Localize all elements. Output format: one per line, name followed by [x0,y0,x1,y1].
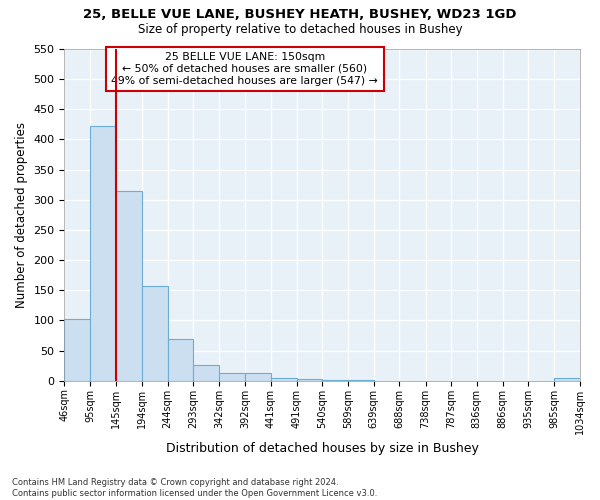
Bar [245,373,271,381]
Bar [271,378,296,381]
Text: Size of property relative to detached houses in Bushey: Size of property relative to detached ho… [137,22,463,36]
Bar [193,365,219,381]
Text: 25 BELLE VUE LANE: 150sqm
← 50% of detached houses are smaller (560)
49% of semi: 25 BELLE VUE LANE: 150sqm ← 50% of detac… [112,52,378,86]
Bar [296,379,322,381]
Bar [116,191,142,381]
Bar [554,378,580,381]
Bar [142,286,168,381]
Bar [168,338,193,381]
Text: 25, BELLE VUE LANE, BUSHEY HEATH, BUSHEY, WD23 1GD: 25, BELLE VUE LANE, BUSHEY HEATH, BUSHEY… [83,8,517,20]
Y-axis label: Number of detached properties: Number of detached properties [15,122,28,308]
X-axis label: Distribution of detached houses by size in Bushey: Distribution of detached houses by size … [166,442,479,455]
Bar [322,380,348,381]
Bar [64,319,90,381]
Bar [90,126,116,381]
Bar [219,373,245,381]
Bar [348,380,374,381]
Text: Contains HM Land Registry data © Crown copyright and database right 2024.
Contai: Contains HM Land Registry data © Crown c… [12,478,377,498]
